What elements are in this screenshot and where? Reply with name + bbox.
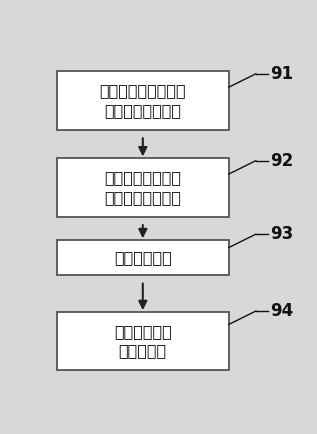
FancyBboxPatch shape [57,312,229,370]
FancyBboxPatch shape [57,158,229,217]
Text: 94: 94 [270,302,294,320]
Text: 确定诊断结果: 确定诊断结果 [114,250,172,265]
Text: 91: 91 [270,65,294,83]
Text: 92: 92 [270,152,294,170]
Text: 计算测试样本数据
的极限学习机输出: 计算测试样本数据 的极限学习机输出 [104,170,181,205]
Text: 93: 93 [270,225,294,243]
Text: 验证极限学习
机诊断模型: 验证极限学习 机诊断模型 [114,324,172,358]
Text: 计算对应测试样本数
据的隐层输出矩阵: 计算对应测试样本数 据的隐层输出矩阵 [100,83,186,118]
FancyBboxPatch shape [57,240,229,275]
FancyBboxPatch shape [57,71,229,130]
